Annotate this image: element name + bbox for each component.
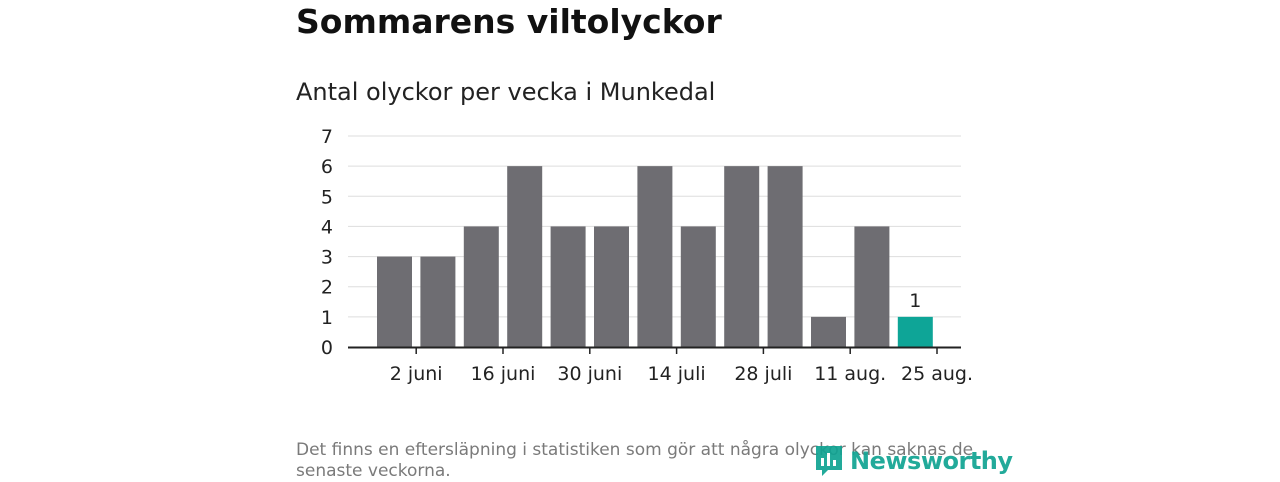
newsworthy-logo: Newsworthy <box>814 444 1013 478</box>
y-tick-label: 3 <box>321 247 333 269</box>
y-tick-label: 4 <box>321 216 333 238</box>
x-tick-label: 14 juli <box>648 363 706 385</box>
x-tick-label: 16 juni <box>471 363 536 385</box>
y-tick-label: 2 <box>321 277 333 299</box>
y-tick-label: 6 <box>321 156 333 178</box>
bar-highlight <box>897 316 933 347</box>
bar <box>550 226 586 347</box>
x-tick-label: 30 juni <box>557 363 622 385</box>
bar <box>811 316 846 347</box>
bar <box>507 166 543 347</box>
logo-text: Newsworthy <box>850 447 1013 475</box>
y-tick-label: 0 <box>321 337 333 359</box>
bar <box>724 166 760 347</box>
x-tick-label: 25 aug. <box>901 363 973 385</box>
footnote: Det finns en eftersläpning i statistiken… <box>296 440 974 481</box>
data-label: 1 <box>909 290 921 312</box>
bar <box>767 166 803 347</box>
bar <box>420 256 456 347</box>
bar <box>637 166 673 347</box>
y-tick-label: 7 <box>321 126 333 148</box>
newsworthy-logo-icon <box>816 446 842 476</box>
x-tick-label: 11 aug. <box>814 363 886 385</box>
bar <box>680 226 716 347</box>
bar <box>463 226 499 347</box>
y-tick-label: 5 <box>321 186 333 208</box>
chart-subtitle: Antal olyckor per vecka i Munkedal <box>296 78 716 106</box>
bar <box>594 226 629 347</box>
x-tick-label: 2 juni <box>390 363 443 385</box>
bar <box>377 256 412 347</box>
bar <box>854 226 890 347</box>
y-tick-label: 1 <box>321 307 333 329</box>
x-tick-label: 28 juli <box>734 363 792 385</box>
chart-title: Sommarens viltolyckor <box>296 2 722 41</box>
